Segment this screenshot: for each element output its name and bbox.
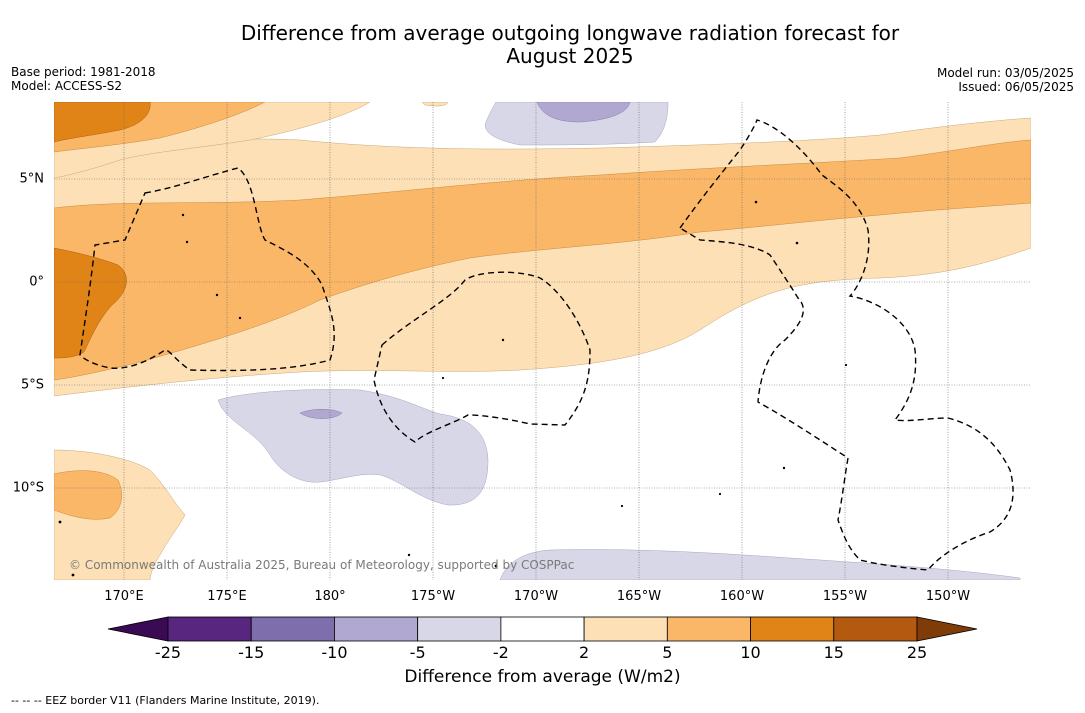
colorbar-tick-label: -25 [154, 643, 182, 662]
anomaly-region-top-left-dark [54, 102, 151, 143]
anomaly-region-southwest-mid [54, 470, 122, 520]
colorbar-bin [500, 616, 585, 642]
eez-border-phoenix [373, 271, 591, 443]
colorbar [107, 616, 978, 642]
island [795, 241, 799, 245]
island [501, 338, 505, 342]
colorbar-bin [167, 616, 252, 642]
colorbar-tick-label: 25 [906, 643, 928, 662]
colorbar-bin [833, 616, 918, 642]
anomaly-region-west-dark [54, 247, 127, 359]
map-plot-area [54, 102, 1031, 580]
island [844, 363, 848, 367]
island [238, 316, 242, 320]
title-line-2: August 2025 [506, 44, 634, 68]
eez-borders [79, 119, 1014, 571]
anomaly-region-central-purple-light [217, 389, 489, 506]
lon-label-155w: 155°W [822, 589, 868, 604]
colorbar-bin [250, 616, 335, 642]
anomaly-region-central-purple-mid [299, 409, 343, 419]
graticule [54, 102, 1031, 580]
colorbar-tick-label: -5 [409, 643, 426, 662]
eez-border-line-islands [678, 119, 1014, 571]
eez-border-kiribati-gilberts [79, 167, 335, 372]
colorbar-bin [334, 616, 419, 642]
island [620, 504, 624, 508]
colorbar-bin [583, 616, 668, 642]
lat-label-0: 0° [29, 274, 44, 290]
anomaly-region-5-to-10 [54, 139, 1031, 381]
colorbar-bin [750, 616, 835, 642]
lon-label-165w: 165°W [616, 589, 662, 604]
anomaly-region-top-small [421, 102, 449, 107]
issued-text: Issued: 06/05/2025 [958, 80, 1074, 94]
island [181, 213, 185, 217]
island [718, 492, 722, 496]
colorbar-under-arrow [107, 616, 169, 642]
lon-label-170w: 170°W [513, 589, 559, 604]
chart-title: Difference from average outgoing longwav… [170, 22, 970, 68]
colorbar-tick-label: 2 [579, 643, 590, 662]
island [441, 376, 445, 380]
lon-label-175e: 175°E [207, 589, 247, 604]
colorbar-tick-label: -15 [238, 643, 265, 662]
lon-label-170e: 170°E [104, 589, 144, 604]
colorbar-over-arrow [916, 616, 978, 642]
island [185, 240, 189, 244]
colorbar-bin [666, 616, 751, 642]
anomaly-region-north-purple-mid [536, 102, 631, 123]
lon-label-175w: 175°W [410, 589, 456, 604]
base-period-text: Base period: 1981-2018 [11, 65, 156, 79]
lat-label-10s: 10°S [12, 480, 44, 496]
colorbar-title: Difference from average (W/m2) [404, 667, 681, 687]
eez-legend-note: -- -- -- EEZ border V11 (Flanders Marine… [11, 694, 320, 707]
colorbar-bin [417, 616, 502, 642]
copyright-notice: © Commonwealth of Australia 2025, Bureau… [69, 558, 575, 572]
island [58, 520, 62, 524]
island [407, 553, 411, 557]
anomaly-region-south-purple-light [499, 549, 1021, 580]
islands [58, 200, 848, 577]
colorbar-tick-label: -10 [321, 643, 348, 662]
colorbar-tick-label: -2 [492, 643, 509, 662]
colorbar-tick-label: 5 [662, 643, 673, 662]
meta-right: Model run: 03/05/2025 Issued: 06/05/2025 [937, 66, 1074, 94]
lon-label-160w: 160°W [719, 589, 765, 604]
lon-label-150w: 150°W [925, 589, 971, 604]
title-line-1: Difference from average outgoing longwav… [240, 21, 900, 45]
island [494, 564, 498, 568]
colorbar-tick-label: 10 [740, 643, 761, 662]
anomaly-region-north-purple-light [485, 102, 669, 146]
colorbar-tick-label: 15 [823, 643, 844, 662]
model-run-text: Model run: 03/05/2025 [936, 66, 1074, 80]
lon-label-180: 180° [314, 589, 346, 604]
model-text: Model: ACCESS-S2 [11, 79, 123, 93]
island [754, 200, 758, 204]
lat-label-5s: 5°S [20, 377, 44, 393]
meta-left: Base period: 1981-2018 Model: ACCESS-S2 [11, 65, 156, 93]
island [215, 293, 219, 297]
island [71, 573, 75, 577]
island [782, 466, 786, 470]
lat-label-5n: 5°N [19, 171, 45, 187]
